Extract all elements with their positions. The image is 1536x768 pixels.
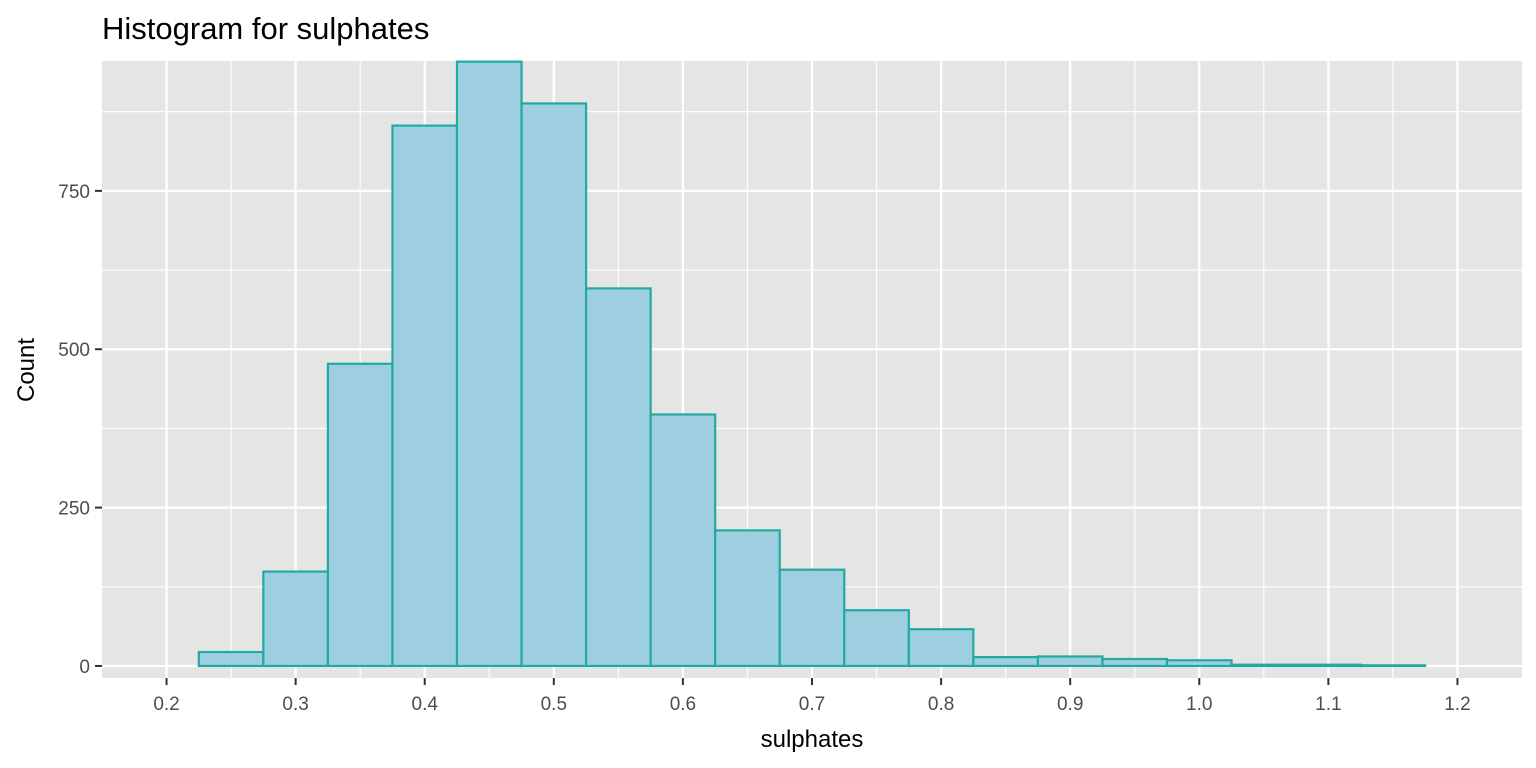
histogram-bar (1101, 657, 1169, 668)
histogram-bar (326, 362, 394, 668)
histogram-bar (1230, 663, 1298, 668)
y-axis-title: Count (13, 338, 40, 402)
y-tick-label: 750 (58, 182, 90, 203)
histogram-bar (843, 609, 910, 668)
histogram-bar (1294, 663, 1362, 668)
x-axis-title: sulphates (761, 726, 864, 753)
y-tick-label: 500 (58, 340, 90, 361)
histogram-bar (197, 650, 265, 668)
histogram-bar (391, 124, 459, 668)
y-tick-label: 250 (58, 499, 90, 520)
x-tick-label: 0.4 (412, 694, 439, 715)
x-tick-label: 1.2 (1444, 694, 1470, 715)
histogram-bar (649, 413, 717, 668)
x-tick-label: 0.2 (153, 694, 179, 715)
histogram-bar (714, 529, 781, 668)
histogram-bar (584, 287, 652, 668)
x-tick-label: 1.1 (1315, 694, 1341, 715)
histogram-bar (1036, 655, 1104, 668)
x-tick-label: 0.5 (541, 694, 567, 715)
histogram-bar (1165, 659, 1233, 668)
histogram-bar (972, 655, 1040, 668)
x-axis: 0.2 0.3 0.4 0.5 0.6 0.7 0.8 0.9 1.0 1.1 1.2 (153, 678, 1471, 715)
y-axis: 0 250 500 750 (58, 182, 102, 678)
x-tick-label: 1.0 (1186, 694, 1212, 715)
histogram-bar (520, 102, 588, 668)
histogram-bar (455, 60, 523, 668)
histogram-bars (197, 60, 1427, 668)
x-tick-label: 0.3 (282, 694, 308, 715)
x-tick-label: 0.8 (928, 694, 954, 715)
histogram-bar (1359, 664, 1427, 668)
x-tick-label: 0.9 (1057, 694, 1083, 715)
x-tick-label: 0.7 (799, 694, 825, 715)
histogram-bar (262, 570, 330, 668)
y-tick-label: 0 (79, 657, 90, 678)
histogram-bar (907, 628, 975, 668)
chart-title: Histogram for sulphates (102, 11, 429, 46)
x-tick-label: 0.6 (670, 694, 696, 715)
histogram-bar (778, 568, 846, 668)
